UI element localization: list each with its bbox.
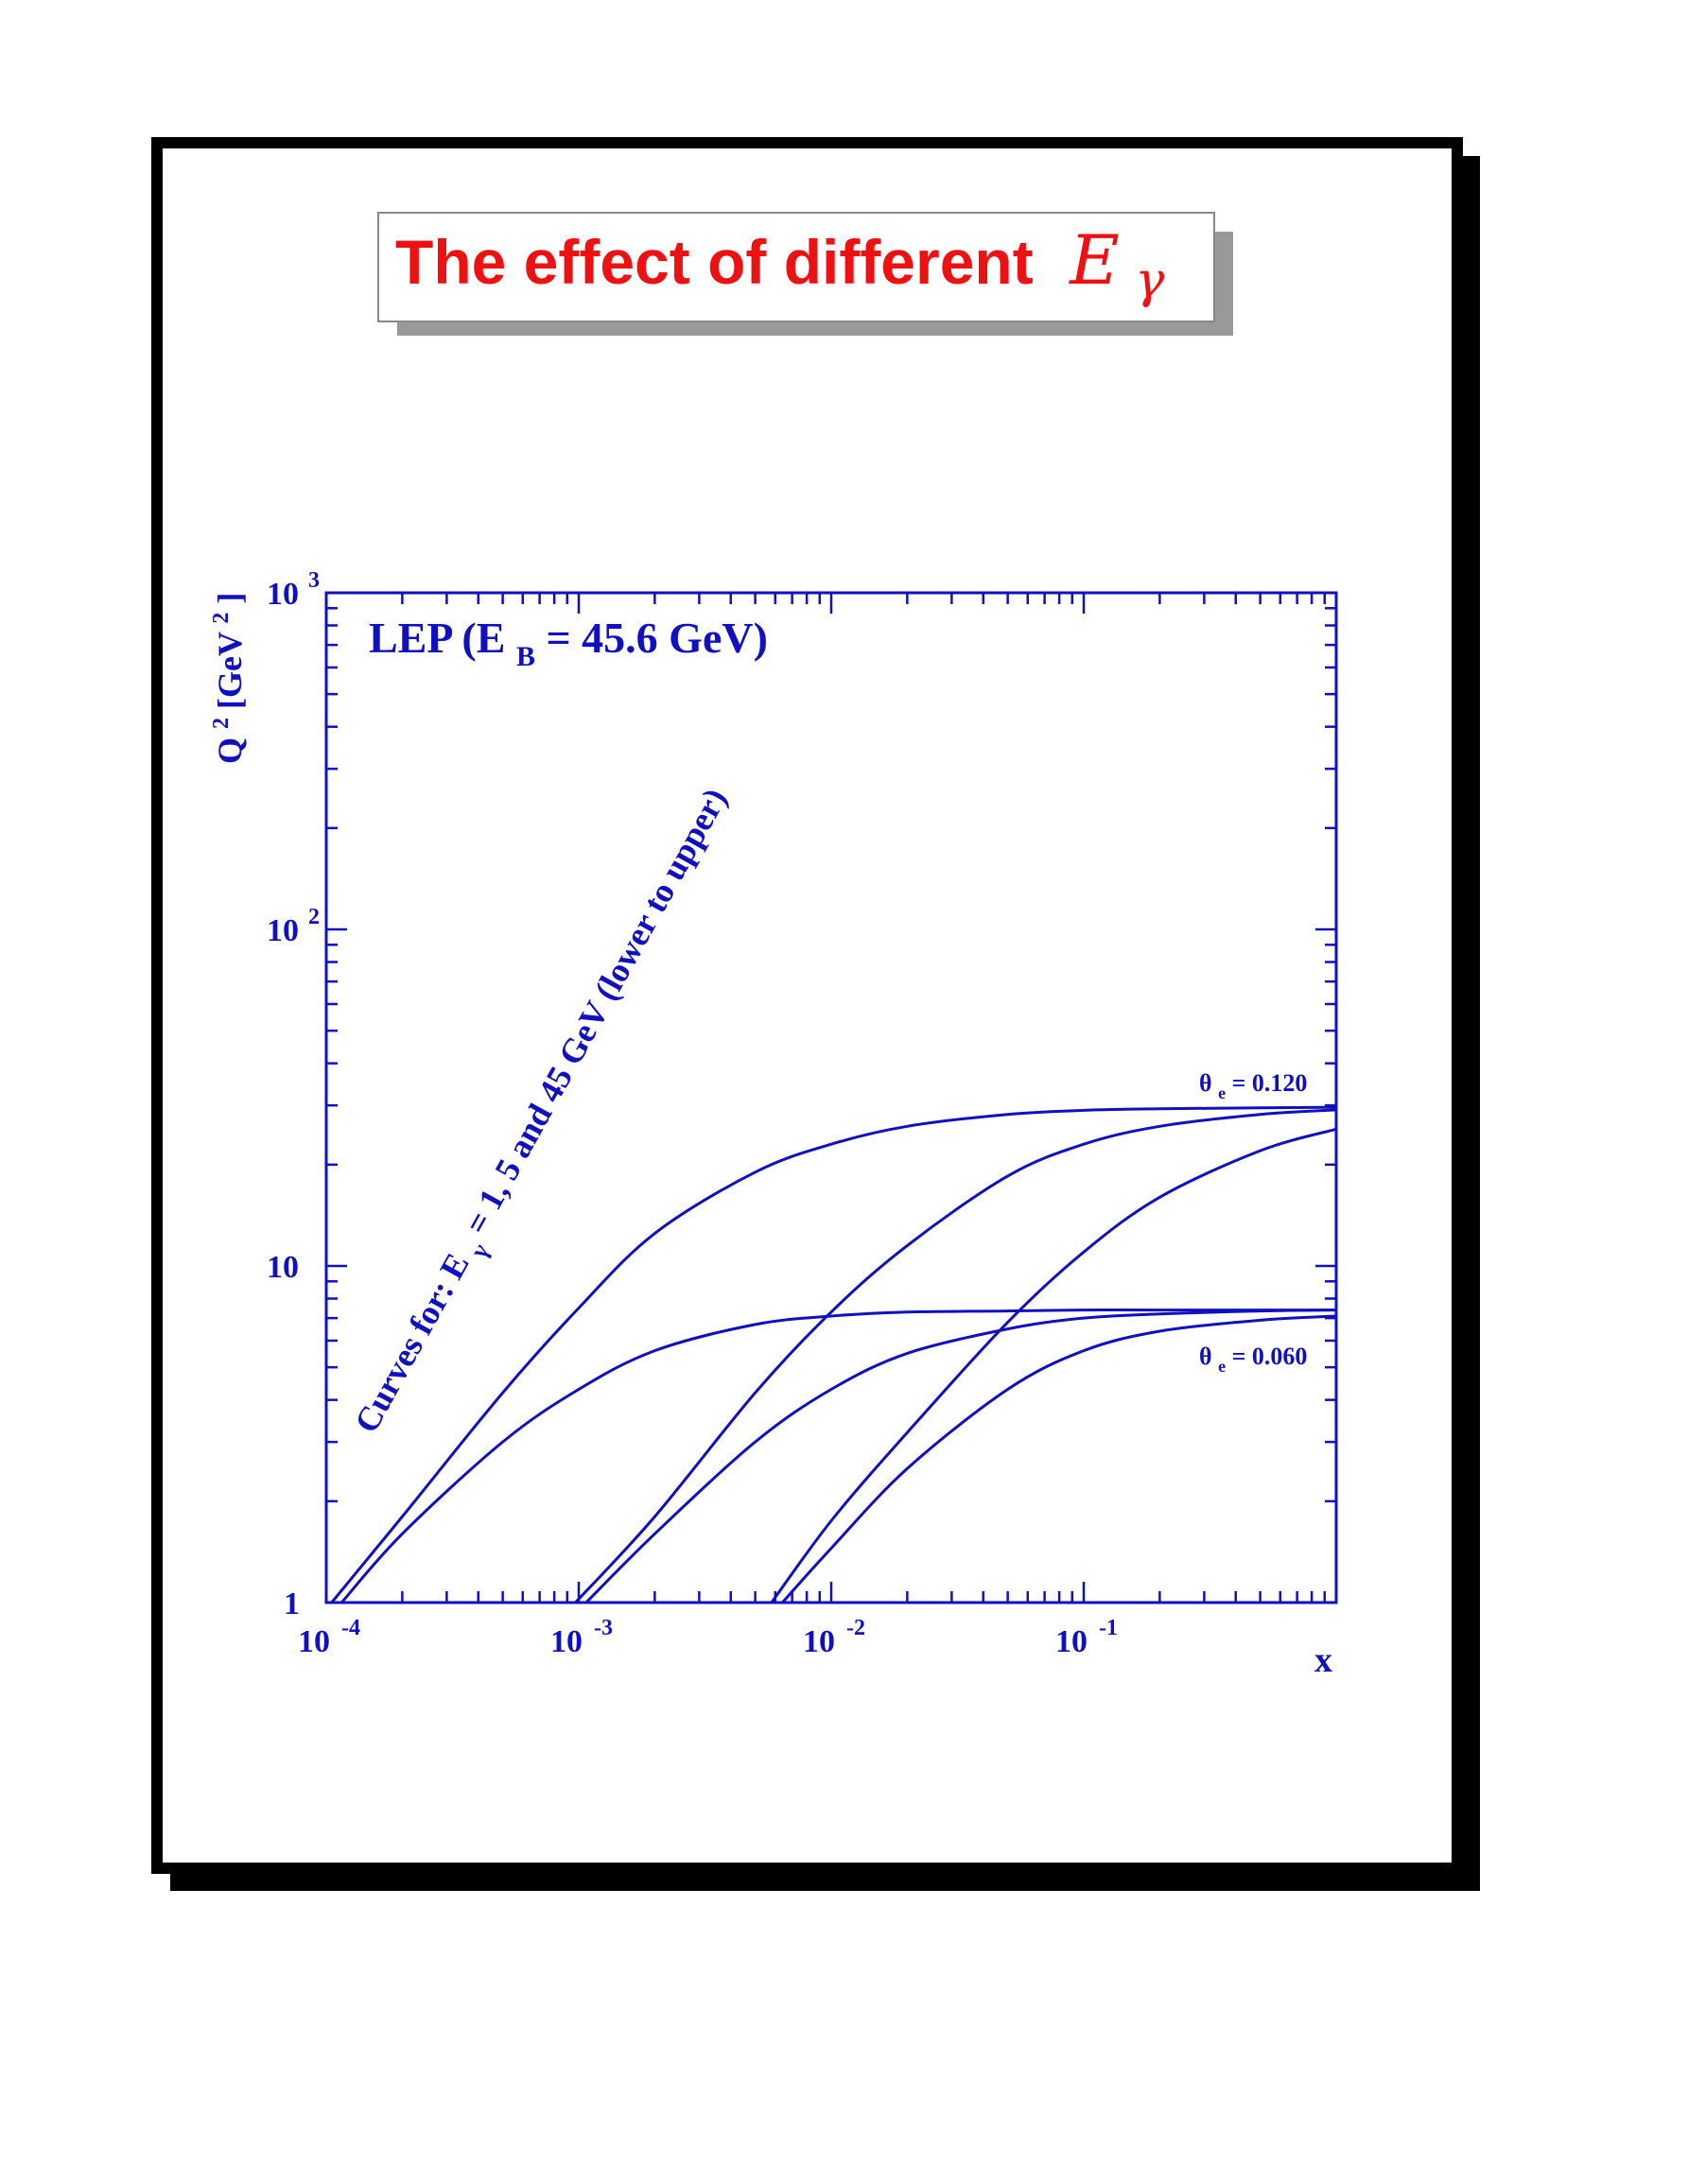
x-tick-label: 10 -2 <box>803 1616 865 1659</box>
title-math-subscript: γ <box>1135 252 1165 309</box>
beam-annotation: LEP (E B = 45.6 GeV) <box>369 614 768 675</box>
x-axis-label: x <box>1314 1640 1332 1680</box>
theta-lower-label: θ e = 0.060 <box>1199 1343 1307 1378</box>
curve-series <box>330 1105 1337 1604</box>
theta-upper-subscript: e <box>1218 1083 1226 1102</box>
x-tick-label: 10 -1 <box>1055 1616 1118 1659</box>
y-tick-label: 10 3 <box>267 568 320 612</box>
x-tick-label: 10 -3 <box>550 1616 613 1659</box>
beam-suffix: = 45.6 GeV) <box>546 614 767 662</box>
y-tick-label: 10 <box>267 1250 299 1285</box>
y-axis-label: Q 2 [GeV 2 ] <box>198 593 249 764</box>
curve-line-2 <box>330 1105 1337 1603</box>
curve-line-6 <box>770 1127 1337 1603</box>
y-label-base: Q <box>211 737 249 764</box>
curve-line-1 <box>340 1309 1336 1603</box>
title-text: The effect of different <box>395 227 1034 297</box>
theta-upper-symbol: θ <box>1199 1069 1212 1097</box>
theta-upper-value: = 0.120 <box>1232 1069 1308 1097</box>
curve-line-5 <box>781 1314 1337 1604</box>
y-label-sup1: 2 <box>209 718 234 729</box>
title-math-symbol: E <box>1068 220 1120 300</box>
y-tick-label: 10 2 <box>267 905 320 948</box>
y-label-bracket-close: ] <box>211 593 249 604</box>
x-tick-label: 10 -4 <box>298 1616 360 1659</box>
curves-note-subscript: γ <box>464 1239 495 1264</box>
beam-subscript: B <box>516 641 535 672</box>
theta-lower-value: = 0.060 <box>1232 1343 1308 1370</box>
title-box <box>377 212 1215 322</box>
theta-upper-label: θ e = 0.120 <box>1199 1069 1307 1104</box>
y-tick-label: 1 <box>284 1586 300 1621</box>
slide-frame <box>151 137 1463 1874</box>
curve-line-4 <box>574 1108 1337 1604</box>
beam-prefix: LEP (E <box>369 614 505 662</box>
theta-lower-subscript: e <box>1218 1357 1226 1376</box>
slide-title: The effect of different E γ <box>395 220 1165 309</box>
theta-lower-symbol: θ <box>1199 1343 1212 1370</box>
y-label-sup2: 2 <box>209 613 234 624</box>
curve-line-3 <box>584 1309 1337 1604</box>
y-label-bracket-open: [GeV <box>211 632 249 709</box>
